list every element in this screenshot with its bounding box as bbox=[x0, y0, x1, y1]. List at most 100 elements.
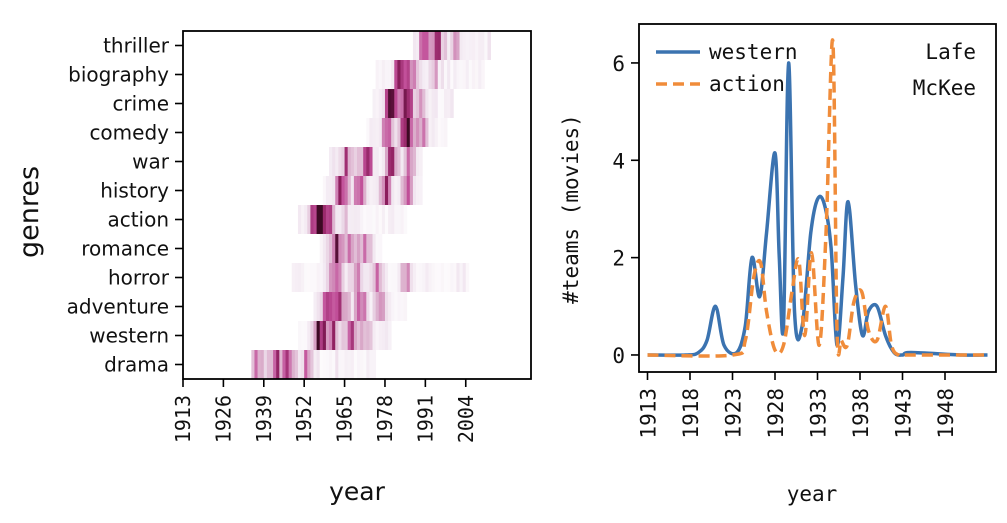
heatmap-cell bbox=[353, 234, 358, 263]
heatmap-cell bbox=[347, 321, 352, 350]
heatmap-cell bbox=[403, 60, 408, 89]
heatmap-cell bbox=[341, 147, 345, 176]
heatmap-cell bbox=[375, 321, 380, 350]
heatmap-cell bbox=[434, 89, 439, 118]
line-chart-y-ticks: 0 2 4 6 bbox=[612, 52, 639, 368]
heatmap-cell bbox=[304, 205, 308, 234]
x-tick-label-1948: 1948 bbox=[934, 388, 958, 439]
heatmap-cell bbox=[453, 263, 457, 292]
heatmap-cell bbox=[369, 292, 373, 321]
heatmap-cell bbox=[341, 205, 345, 234]
heatmap-cell bbox=[372, 89, 377, 118]
heatmap-cell bbox=[297, 263, 302, 292]
line-chart-panel: 0 2 4 6 1913 1918 1923 1928 1933 1938 1943 1948 #t… bbox=[559, 23, 997, 506]
heatmap-cell bbox=[375, 60, 380, 89]
heatmap-cell bbox=[378, 118, 383, 147]
heatmap-cell bbox=[369, 263, 373, 292]
heatmap-cell bbox=[419, 118, 423, 147]
y-tick-label-2: 2 bbox=[612, 247, 625, 271]
heatmap-cell bbox=[375, 205, 380, 234]
heatmap-cell bbox=[313, 263, 318, 292]
heatmap-cell bbox=[394, 263, 398, 292]
heatmap-cell bbox=[381, 176, 386, 205]
heatmap-cell bbox=[384, 292, 389, 321]
heatmap-cell bbox=[422, 60, 426, 89]
heatmap-cell bbox=[372, 321, 377, 350]
heatmap-cell bbox=[335, 147, 339, 176]
heatmap-cell bbox=[313, 205, 318, 234]
heatmap-cell bbox=[444, 31, 448, 60]
heatmap-cell bbox=[391, 205, 395, 234]
y-tick-label-war: war bbox=[132, 150, 170, 174]
heatmap-cell bbox=[360, 147, 364, 176]
heatmap-cell bbox=[270, 350, 274, 379]
heatmap-cell bbox=[384, 118, 389, 147]
heatmap-cell bbox=[344, 147, 349, 176]
heatmap-cell bbox=[310, 321, 314, 350]
heatmap-cell bbox=[335, 263, 339, 292]
heatmap-cell bbox=[391, 118, 395, 147]
heatmap-cell bbox=[366, 263, 370, 292]
heatmap-cell bbox=[416, 147, 420, 176]
heatmap-cell bbox=[316, 292, 321, 321]
heatmap-cell bbox=[431, 263, 436, 292]
heatmap-cell bbox=[344, 321, 349, 350]
heatmap-cell bbox=[465, 263, 470, 292]
heatmap-cell bbox=[434, 60, 439, 89]
heatmap-cell bbox=[431, 118, 436, 147]
heatmap-cell bbox=[384, 60, 389, 89]
heatmap-cell bbox=[394, 60, 398, 89]
heatmap-cell bbox=[394, 176, 398, 205]
heatmap-cell bbox=[344, 292, 349, 321]
heatmap-cell bbox=[341, 292, 345, 321]
heatmap-cell bbox=[431, 89, 436, 118]
heatmap-cell bbox=[406, 176, 411, 205]
heatmap-cell bbox=[394, 292, 398, 321]
heatmap-cell bbox=[313, 321, 318, 350]
heatmap-cell bbox=[384, 205, 389, 234]
heatmap-cell bbox=[447, 89, 451, 118]
heatmap-cell bbox=[419, 31, 423, 60]
x-tick-label-1939: 1939 bbox=[252, 395, 276, 443]
heatmap-cell bbox=[273, 350, 277, 379]
y-tick-label-history: history bbox=[100, 179, 169, 203]
heatmap-cell bbox=[419, 60, 423, 89]
heatmap-cell bbox=[372, 263, 377, 292]
heatmap-cell bbox=[366, 176, 370, 205]
heatmap-cell bbox=[378, 263, 383, 292]
heatmap-cell bbox=[388, 321, 392, 350]
heatmap-cell bbox=[357, 292, 361, 321]
heatmap-cell bbox=[422, 31, 426, 60]
heatmap-cell bbox=[397, 60, 401, 89]
heatmap-cell bbox=[406, 89, 411, 118]
heatmap-cell bbox=[316, 350, 321, 379]
heatmap-cell bbox=[375, 118, 380, 147]
heatmap-cell bbox=[304, 321, 308, 350]
heatmap-cell bbox=[391, 292, 395, 321]
heatmap-cell bbox=[406, 147, 411, 176]
heatmap-cell bbox=[450, 263, 454, 292]
y-tick-label-4: 4 bbox=[612, 149, 625, 173]
y-tick-label-biography: biography bbox=[68, 63, 169, 87]
heatmap-cell bbox=[329, 147, 333, 176]
heatmap-cell bbox=[366, 118, 370, 147]
heatmap-cell bbox=[254, 350, 258, 379]
heatmap-cell bbox=[357, 147, 361, 176]
heatmap-cell bbox=[375, 176, 380, 205]
x-tick-label-1965: 1965 bbox=[333, 395, 357, 443]
heatmap-cell bbox=[329, 205, 333, 234]
heatmap-cell bbox=[360, 292, 364, 321]
heatmap-cell bbox=[322, 234, 327, 263]
heatmap-cell bbox=[428, 60, 432, 89]
line-chart-x-ticks: 1913 1918 1923 1928 1933 1938 1943 1948 bbox=[637, 372, 958, 439]
heatmap-cell bbox=[428, 31, 432, 60]
heatmap-cell bbox=[450, 89, 454, 118]
heatmap-cell bbox=[341, 350, 345, 379]
heatmap-cell bbox=[409, 263, 414, 292]
heatmap-cell bbox=[422, 118, 426, 147]
heatmap-cell bbox=[350, 263, 355, 292]
heatmap-cell bbox=[294, 263, 299, 292]
heatmap-cell bbox=[325, 176, 330, 205]
heatmap-cell bbox=[294, 350, 299, 379]
series-line-western bbox=[647, 61, 988, 357]
